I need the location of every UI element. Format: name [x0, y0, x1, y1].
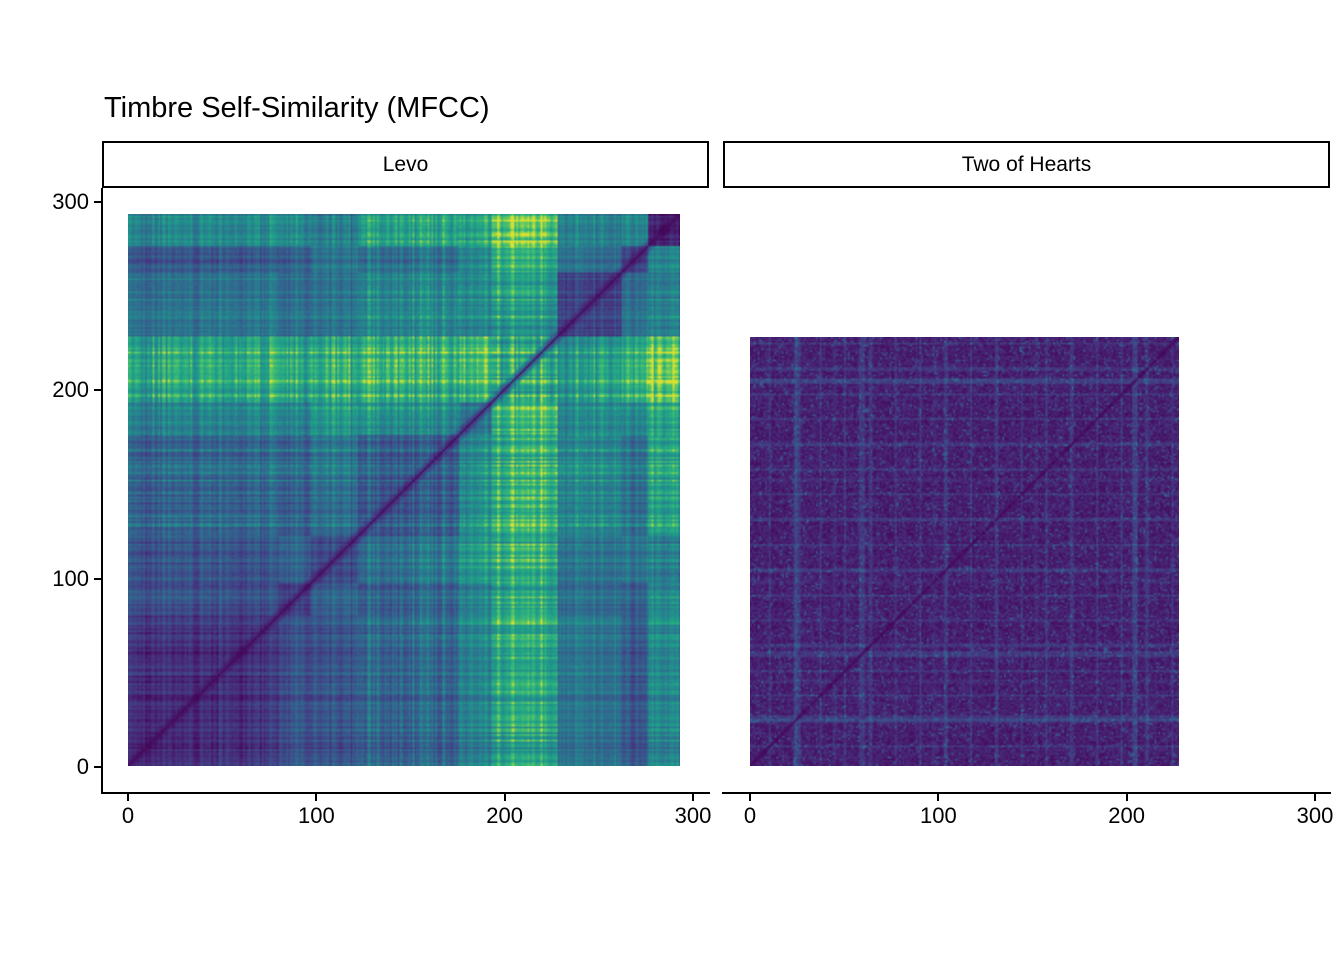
x-tick-label: 100 — [297, 803, 335, 828]
x-tick-label: 100 — [919, 803, 957, 828]
x-tick — [749, 794, 751, 801]
x-tick — [937, 794, 940, 801]
y-tick — [94, 766, 101, 768]
y-tick-label: 0 — [76, 754, 89, 779]
chart-title: Timbre Self-Similarity (MFCC) — [104, 92, 490, 124]
facet-label-two-of-hearts: Two of Hearts — [961, 152, 1092, 176]
facet-label-levo: Levo — [382, 152, 429, 176]
x-tick-label: 0 — [743, 803, 757, 828]
x-tick — [315, 794, 318, 801]
heatmap-levo — [128, 214, 680, 766]
y-axis-line — [101, 188, 103, 794]
x-tick — [1313, 794, 1316, 801]
y-tick-label: 300 — [52, 189, 89, 214]
x-tick-label: 300 — [674, 803, 712, 828]
y-tick-label: 200 — [52, 377, 89, 403]
x-tick — [127, 794, 129, 801]
x-tick — [1125, 794, 1128, 801]
y-tick — [94, 389, 101, 392]
x-tick-label: 0 — [121, 803, 135, 828]
facet-strip-two-of-hearts: Two of Hearts — [723, 141, 1330, 188]
x-tick-label: 200 — [1108, 803, 1146, 828]
x-tick — [503, 794, 506, 801]
x-tick-label: 300 — [1296, 803, 1334, 828]
x-axis-line-levo — [101, 792, 710, 794]
x-tick — [691, 794, 694, 801]
y-tick — [94, 201, 101, 203]
y-tick — [94, 577, 101, 580]
x-tick-label: 200 — [486, 803, 524, 828]
y-tick-label: 100 — [52, 565, 89, 591]
facet-strip-levo: Levo — [102, 141, 709, 188]
x-axis-line-two-of-hearts — [722, 792, 1331, 794]
heatmap-two-of-hearts — [750, 337, 1179, 766]
